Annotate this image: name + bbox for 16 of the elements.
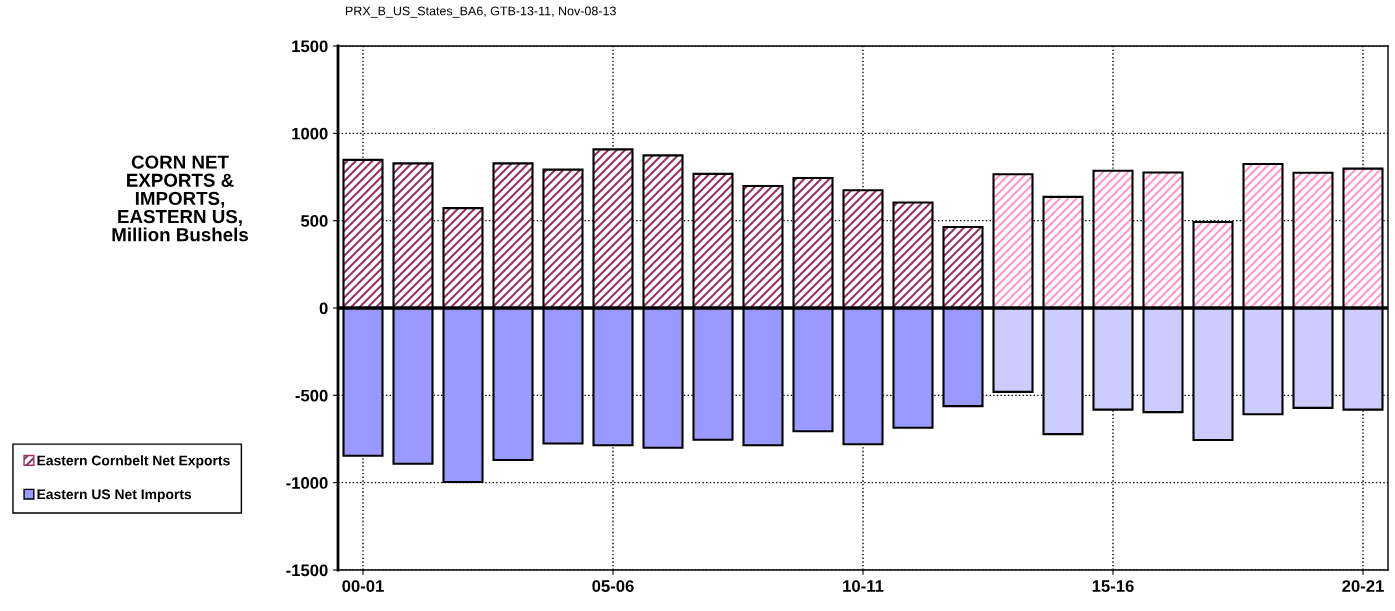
- x-tick-label: 20-21: [1342, 580, 1384, 592]
- y-tick-label: -500: [295, 389, 328, 402]
- y-tick-label: 1500: [292, 40, 328, 53]
- x-tick-label: 10-11: [843, 580, 884, 592]
- x-tick-label: 05-06: [592, 580, 634, 592]
- y-tick-label: 1000: [292, 127, 328, 140]
- y-tick-label: -1500: [286, 564, 328, 577]
- text: PRX_B_US_States_BA6, GTB-13-11, Nov-08-13: [346, 6, 616, 18]
- y-tick-label: 500: [300, 215, 328, 227]
- y-tick-label: 0: [319, 302, 328, 315]
- text: CORN NET EXPORTS & IMPORTS, EASTERN US, Million Bushels: [112, 155, 248, 242]
- x-tick-label: 15-16: [1092, 580, 1134, 592]
- x-tick-label: 00-01: [342, 580, 384, 592]
- legend-label: Eastern Cornbelt Net Exports: [37, 455, 230, 469]
- y-tick-label: -1000: [286, 477, 328, 489]
- legend-label: Eastern US Net Imports: [37, 489, 192, 502]
